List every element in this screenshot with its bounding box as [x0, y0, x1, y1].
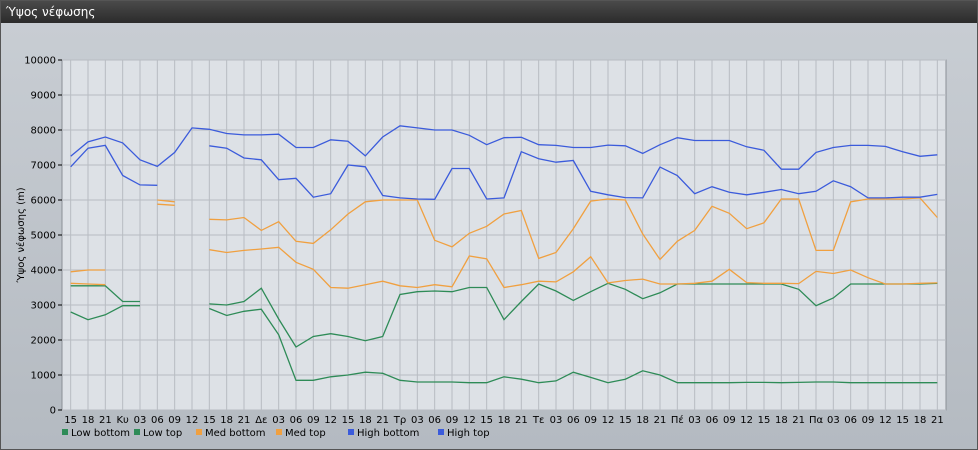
x-tick-label: 18 [359, 415, 372, 426]
legend-swatch [276, 429, 282, 435]
x-tick-label: 03 [134, 415, 147, 426]
legend-swatch [134, 429, 140, 435]
x-tick-label: 12 [463, 415, 476, 426]
x-tick-label: 18 [82, 415, 95, 426]
x-tick-label: 15 [64, 415, 77, 426]
cloud-height-chart: 0 1000 2000 3000 4000 5000 6000 7000 8000 9000 100… [15, 56, 947, 439]
x-tick-label: 18 [636, 415, 649, 426]
x-tick-label: 06 [290, 415, 303, 426]
x-tick-label: 12 [740, 415, 753, 426]
legend-swatch [196, 429, 202, 435]
x-tick-label: 15 [896, 415, 909, 426]
legend-swatch [348, 429, 354, 435]
x-tick-label: 21 [654, 415, 667, 426]
x-tick-label: Τρ [393, 415, 406, 426]
x-tick-label: Τε [532, 415, 545, 426]
x-tick-label: 21 [238, 415, 251, 426]
y-tick-label: 1000 [31, 371, 56, 382]
x-tick-label: 06 [567, 415, 580, 426]
x-tick-label: 03 [827, 415, 840, 426]
x-tick-label: 18 [914, 415, 927, 426]
legend-label: Med bottom [205, 428, 265, 439]
x-tick-label: 15 [203, 415, 216, 426]
x-tick-label: 09 [307, 415, 320, 426]
y-tick-label: 2000 [31, 336, 56, 347]
x-tick-label: 18 [775, 415, 788, 426]
y-tick-label: 3000 [31, 301, 56, 312]
x-tick-label: 21 [792, 415, 805, 426]
y-tick-label: 10000 [24, 56, 56, 67]
legend-label: Low top [143, 428, 182, 439]
y-tick-label: 9000 [31, 91, 56, 102]
x-tick-label: 03 [688, 415, 701, 426]
x-tick-label: 09 [168, 415, 181, 426]
legend-label: Med top [285, 428, 326, 439]
x-tick-label: Πέ [671, 414, 684, 426]
x-tick-label: 12 [324, 415, 337, 426]
x-tick-label: 15 [758, 415, 771, 426]
x-tick-label: 03 [272, 415, 285, 426]
x-tick-label: 06 [844, 415, 857, 426]
x-tick-label: 18 [220, 415, 233, 426]
legend-label: Low bottom [71, 428, 130, 439]
series-segment-line [157, 199, 175, 203]
x-tick-label: Κυ [116, 415, 129, 426]
y-tick-label: 8000 [31, 126, 56, 137]
x-tick-label: 21 [99, 415, 112, 426]
x-tick-label: Δε [255, 415, 267, 426]
y-tick-label: 4000 [31, 266, 56, 277]
x-tick-label: 12 [186, 415, 199, 426]
series-high-bottom-line [70, 144, 938, 200]
legend-label: High top [447, 428, 490, 439]
x-tick-label: 06 [706, 415, 719, 426]
x-tick-label: 21 [376, 415, 389, 426]
x-tick-label: 06 [151, 415, 164, 426]
y-axis-label: Ύψος νέφωσης (m) [15, 187, 27, 283]
window-title: Ύψος νέφωσης [1, 1, 977, 23]
x-tick-label: 03 [550, 415, 563, 426]
x-tick-label: 15 [480, 415, 493, 426]
legend-swatch [438, 429, 444, 435]
y-tick-label: 7000 [31, 161, 56, 172]
legend-swatch [62, 429, 68, 435]
y-tick-label: 6000 [31, 196, 56, 207]
series-med-top-line [70, 197, 938, 273]
x-tick-label: 09 [723, 415, 736, 426]
x-tick-label: Πα [809, 415, 824, 426]
series-low-bottom-line [70, 305, 938, 384]
y-tick-label: 0 [50, 406, 56, 417]
x-tick-label: 09 [862, 415, 875, 426]
series-high-top-line [70, 125, 938, 170]
x-tick-label: 09 [584, 415, 597, 426]
x-tick-label: 12 [879, 415, 892, 426]
x-tick-label: 06 [428, 415, 441, 426]
series-low-top-line [70, 282, 938, 348]
x-tick-label: 21 [515, 415, 528, 426]
x-tick-label: 18 [498, 415, 511, 426]
x-tick-label: 03 [411, 415, 424, 426]
x-tick-label: 15 [619, 415, 632, 426]
series-med-bottom-line [70, 246, 938, 289]
x-tick-label: 21 [931, 415, 944, 426]
x-tick-label: 15 [342, 415, 355, 426]
x-tick-label: 09 [446, 415, 459, 426]
series-segment-line [157, 203, 175, 206]
x-tick-label: 12 [602, 415, 615, 426]
legend-label: High bottom [357, 428, 419, 439]
y-tick-label: 5000 [31, 231, 56, 242]
